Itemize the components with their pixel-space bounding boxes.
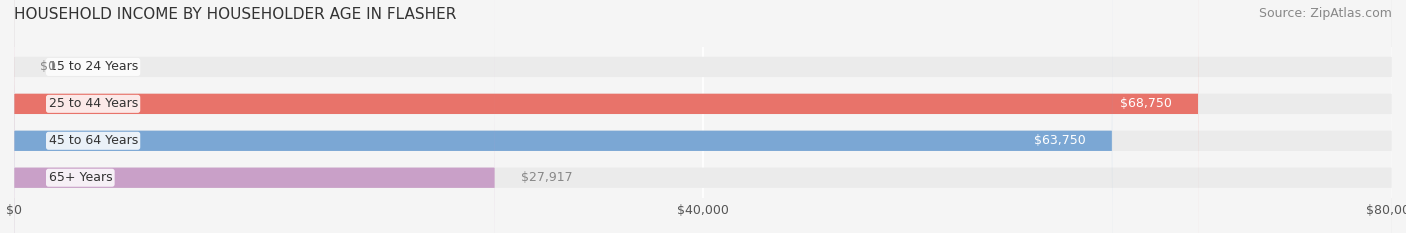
- Text: $63,750: $63,750: [1035, 134, 1087, 147]
- Text: 45 to 64 Years: 45 to 64 Years: [48, 134, 138, 147]
- FancyBboxPatch shape: [14, 0, 1198, 233]
- Text: $27,917: $27,917: [520, 171, 572, 184]
- FancyBboxPatch shape: [14, 0, 495, 233]
- FancyBboxPatch shape: [14, 0, 1112, 233]
- Text: 15 to 24 Years: 15 to 24 Years: [48, 60, 138, 73]
- Text: HOUSEHOLD INCOME BY HOUSEHOLDER AGE IN FLASHER: HOUSEHOLD INCOME BY HOUSEHOLDER AGE IN F…: [14, 7, 457, 22]
- FancyBboxPatch shape: [14, 0, 1392, 233]
- FancyBboxPatch shape: [14, 0, 1392, 233]
- Text: 65+ Years: 65+ Years: [48, 171, 112, 184]
- Text: $68,750: $68,750: [1121, 97, 1173, 110]
- FancyBboxPatch shape: [14, 0, 1392, 233]
- Text: Source: ZipAtlas.com: Source: ZipAtlas.com: [1258, 7, 1392, 20]
- Text: 25 to 44 Years: 25 to 44 Years: [48, 97, 138, 110]
- Text: $0: $0: [39, 60, 56, 73]
- FancyBboxPatch shape: [14, 0, 1392, 233]
